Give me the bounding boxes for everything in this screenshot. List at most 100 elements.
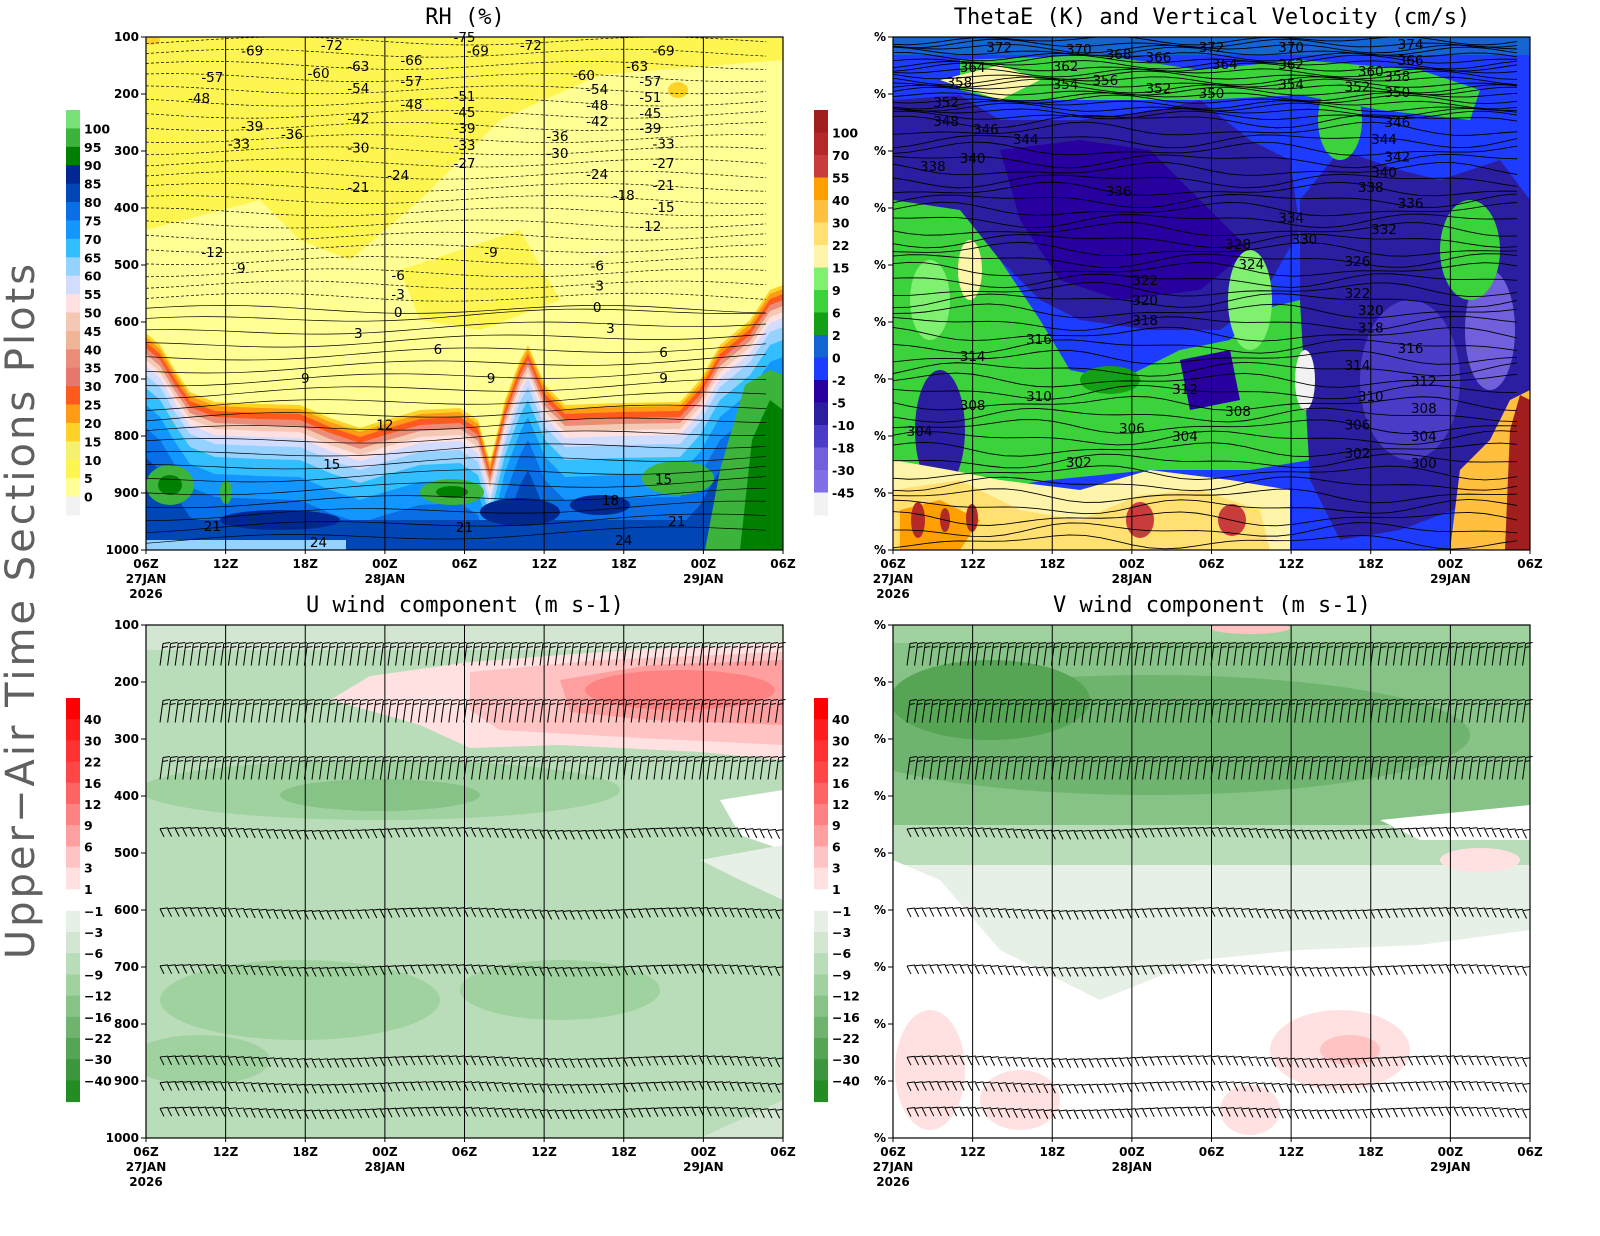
wind-barb: [501, 1107, 511, 1118]
thetae-contour-line: [893, 46, 1518, 56]
barb-feather: [1426, 756, 1434, 758]
wind-barb: [311, 829, 321, 840]
wind-barb: [402, 964, 412, 975]
barb-staff: [547, 909, 556, 912]
wind-barb: [585, 642, 596, 666]
wind-barb: [759, 1082, 769, 1093]
barb-feather: [577, 968, 583, 977]
wind-barb: [1484, 756, 1495, 780]
wind-barb: [592, 1109, 602, 1119]
wind-barb: [1332, 699, 1343, 723]
barb-feather: [1388, 756, 1396, 758]
barb-feather: [1233, 908, 1239, 918]
barb-staff: [676, 1080, 685, 1083]
y-tick-label: 100: [114, 30, 139, 44]
barb-feather: [992, 646, 999, 648]
wind-barb: [478, 907, 488, 918]
wind-barb: [1522, 828, 1531, 839]
barb-feather: [970, 646, 976, 648]
barb-staff: [1104, 909, 1113, 912]
barb-staff: [425, 964, 435, 967]
barb-feather: [1069, 642, 1077, 644]
wind-barb: [493, 756, 505, 780]
barb-feather: [709, 646, 716, 648]
barb-feather: [618, 756, 627, 758]
barb-feather: [1449, 756, 1457, 758]
barb-staff: [159, 827, 169, 830]
barb-feather: [1145, 699, 1153, 701]
wind-barb: [296, 829, 305, 840]
contour-label: 9: [301, 371, 310, 387]
wind-barb: [1028, 829, 1037, 839]
barb-feather: [626, 756, 634, 758]
barb-staff: [243, 1056, 252, 1059]
barb-feather: [398, 756, 406, 758]
wind-barb: [288, 909, 298, 920]
thetae-contour-line: [893, 338, 1518, 354]
wind-barb: [759, 756, 771, 780]
barb-feather: [489, 699, 497, 701]
wind-barb: [159, 827, 169, 837]
barb-feather: [501, 909, 507, 919]
wind-barb: [1506, 756, 1518, 780]
barb-staff: [441, 1055, 450, 1058]
barb-feather: [1012, 829, 1018, 839]
wind-barb: [592, 699, 604, 723]
contour-label: 336: [1398, 196, 1424, 212]
wind-barb: [220, 1055, 229, 1066]
wind-barb: [676, 964, 685, 974]
wind-barb: [1294, 756, 1305, 780]
wind-barb: [243, 908, 252, 918]
barb-feather: [630, 1057, 636, 1067]
barb-feather: [303, 1085, 309, 1094]
wind-barb: [1438, 907, 1448, 917]
barb-staff: [699, 826, 708, 829]
barb-staff: [494, 1082, 503, 1085]
barb-feather: [1145, 642, 1153, 644]
wind-barb: [364, 828, 374, 839]
wind-barb: [1294, 909, 1303, 920]
wind-barb: [1142, 699, 1153, 723]
barb-feather: [421, 699, 429, 701]
wind-barb: [1248, 642, 1260, 666]
wind-barb: [288, 1083, 298, 1094]
barb-staff: [501, 908, 511, 911]
barb-feather: [618, 703, 625, 705]
barb-feather: [1448, 646, 1455, 648]
wind-barb: [1202, 642, 1214, 666]
contour-label: -69: [653, 43, 675, 59]
barb-staff: [1074, 909, 1083, 912]
colorbar-label: 50: [84, 306, 102, 321]
barb-feather: [1266, 703, 1273, 705]
barb-staff: [403, 907, 412, 910]
barb-feather: [1099, 642, 1108, 644]
barb-staff: [182, 964, 191, 967]
wind-barb: [699, 1055, 708, 1065]
barb-feather: [1107, 756, 1115, 758]
colorbar-swatch: [66, 761, 80, 784]
barb-feather: [321, 760, 328, 762]
wind-barb: [455, 907, 465, 917]
barb-feather: [387, 1057, 393, 1067]
wind-barb: [433, 1055, 442, 1065]
wind-barb: [982, 756, 994, 780]
barb-feather: [1278, 830, 1284, 839]
wind-barb: [220, 1081, 229, 1092]
wind-barb: [493, 908, 503, 918]
colorbar-label: 45: [84, 324, 101, 339]
vv-region-70: [911, 502, 925, 538]
wind-barb: [974, 756, 986, 780]
wind-barb: [448, 907, 457, 917]
y-tick-label: 1000: [106, 543, 139, 557]
barb-feather: [185, 760, 191, 762]
barb-feather: [1297, 756, 1305, 758]
barb-staff: [403, 1055, 412, 1058]
barb-feather: [562, 1085, 568, 1094]
barb-feather: [699, 1056, 705, 1065]
barb-staff: [585, 1058, 594, 1061]
barb-feather: [600, 1110, 606, 1119]
wind-barb: [235, 964, 245, 975]
wind-barb: [1225, 756, 1237, 780]
wind-barb: [524, 1083, 533, 1093]
barb-feather: [1076, 760, 1083, 762]
